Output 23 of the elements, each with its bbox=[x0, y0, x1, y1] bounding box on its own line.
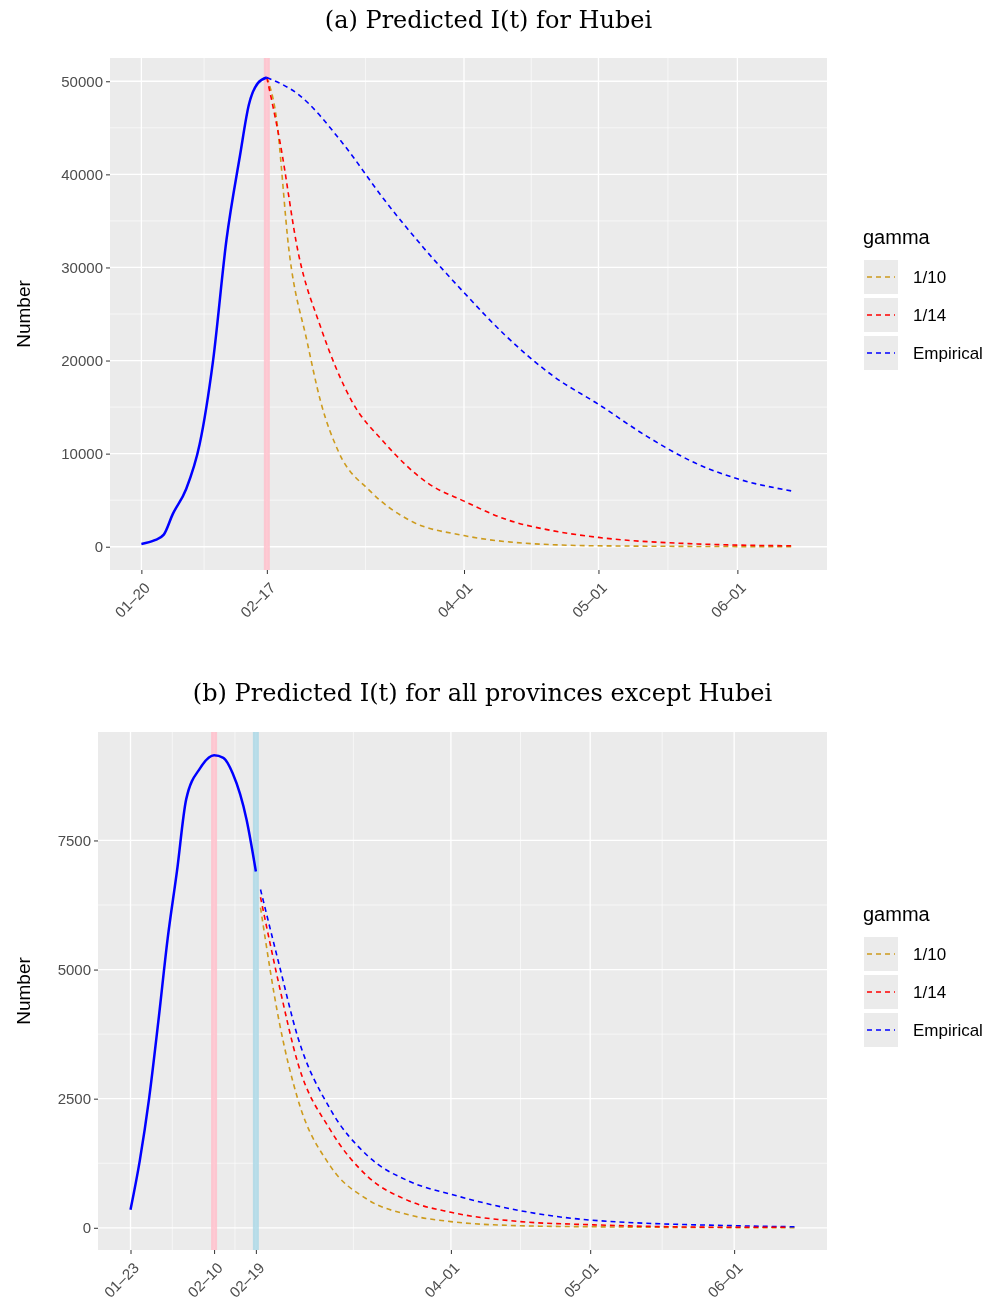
y-axis-title: Number bbox=[13, 956, 34, 1025]
legend-label: Empirical bbox=[913, 344, 983, 363]
y-tick-label: 10000 bbox=[61, 444, 103, 462]
legend-label: Empirical bbox=[913, 1021, 983, 1040]
y-tick-label: 40000 bbox=[61, 165, 103, 183]
legend-label: 1/14 bbox=[913, 983, 947, 1002]
line-series bbox=[129, 753, 258, 1211]
y-tick-label: 0 bbox=[82, 1219, 91, 1237]
legend-label: 1/14 bbox=[913, 306, 947, 325]
legend-label: 1/10 bbox=[913, 945, 947, 964]
y-tick-label: 7500 bbox=[57, 831, 91, 849]
legend-label: 1/10 bbox=[913, 268, 947, 287]
legend-title: gamma bbox=[863, 903, 931, 925]
y-tick-label: 0 bbox=[94, 538, 103, 556]
legend-title: gamma bbox=[863, 226, 931, 248]
y-axis-title: Number bbox=[13, 279, 34, 348]
y-tick-label: 20000 bbox=[61, 351, 103, 369]
y-tick-label: 2500 bbox=[57, 1089, 91, 1107]
y-tick-label: 50000 bbox=[61, 72, 103, 90]
chart-title: (a) Predicted I(t) for Hubei bbox=[324, 6, 653, 34]
y-tick-label: 5000 bbox=[57, 960, 91, 978]
y-tick-label: 30000 bbox=[61, 258, 103, 276]
chart-title: (b) Predicted I(t) for all provinces except Hubei bbox=[192, 679, 773, 707]
